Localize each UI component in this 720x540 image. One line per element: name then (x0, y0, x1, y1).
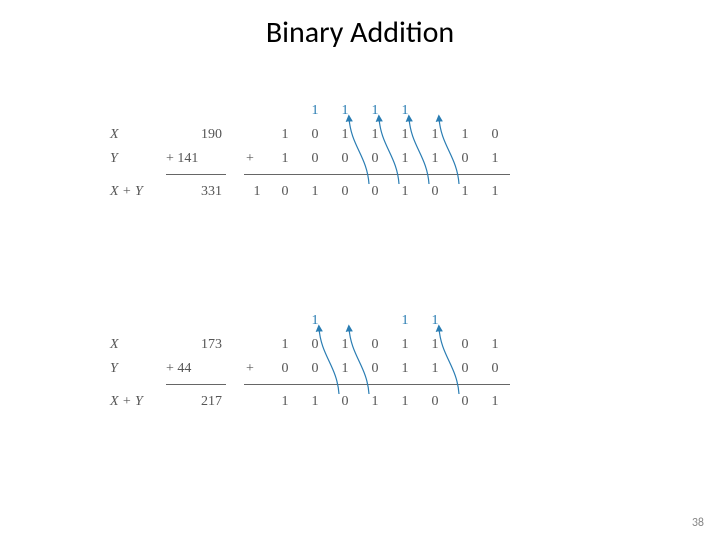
bit: 0 (330, 181, 360, 203)
rule-decimal (166, 174, 226, 175)
bit: 0 (360, 358, 390, 380)
bit: 1 (450, 124, 480, 146)
bit: 1 (244, 181, 270, 203)
bit: 0 (450, 148, 480, 170)
bit: 1 (390, 148, 420, 170)
rule-bits (244, 174, 510, 175)
bit: 1 (270, 391, 300, 413)
bit: 1 (390, 124, 420, 146)
decimal-y: + 44 (166, 358, 226, 380)
carry-cell: 1 (390, 100, 420, 122)
bit: 1 (360, 124, 390, 146)
decimal-sum: 331 (166, 181, 226, 203)
row-label-x: X (110, 124, 166, 146)
bit: 1 (330, 124, 360, 146)
bit: 1 (330, 358, 360, 380)
example-2: 1 1 1 X 173 1 0 1 0 1 1 0 1 Y + 44 + 0 0… (110, 310, 620, 413)
bit-plus: + (244, 148, 270, 170)
carry-cell (450, 100, 480, 122)
bit: 0 (300, 334, 330, 356)
bit: 0 (480, 124, 510, 146)
bit: 1 (270, 148, 300, 170)
bit: 1 (480, 391, 510, 413)
carry-cell (244, 100, 270, 122)
bit: 1 (390, 391, 420, 413)
decimal-y: + 141 (166, 148, 226, 170)
carry-cell (480, 100, 510, 122)
page-title: Binary Addition (0, 14, 720, 51)
bit: 0 (330, 148, 360, 170)
decimal-x: 173 (166, 334, 226, 356)
carry-cell: 1 (390, 310, 420, 332)
example-1: 1 1 1 1 X 190 1 0 1 1 1 1 1 0 Y + 141 + … (110, 100, 620, 203)
example-1-grid: 1 1 1 1 X 190 1 0 1 1 1 1 1 0 Y + 141 + … (110, 100, 620, 203)
bit: 1 (390, 358, 420, 380)
row-label-x: X (110, 334, 166, 356)
bit: 1 (420, 148, 450, 170)
bit: 0 (300, 148, 330, 170)
bit: 0 (420, 391, 450, 413)
bit: 0 (300, 358, 330, 380)
bit: 1 (480, 181, 510, 203)
row-label-sum: X + Y (110, 391, 166, 413)
bit: 1 (420, 124, 450, 146)
decimal-sum: 217 (166, 391, 226, 413)
bit: 0 (420, 181, 450, 203)
row-label-sum: X + Y (110, 181, 166, 203)
bit: 0 (360, 148, 390, 170)
bit: 1 (390, 181, 420, 203)
bit: 1 (390, 334, 420, 356)
bit: 0 (480, 358, 510, 380)
carry-cell (420, 100, 450, 122)
page-number: 38 (692, 516, 704, 530)
row-label-y: Y (110, 148, 166, 170)
bit: 1 (360, 391, 390, 413)
carry-cell: 1 (360, 100, 390, 122)
bit: 1 (480, 148, 510, 170)
bit: 0 (330, 391, 360, 413)
bit: 0 (360, 181, 390, 203)
bit: 1 (450, 181, 480, 203)
rule-decimal (166, 384, 226, 385)
rule-bits (244, 384, 510, 385)
carry-cell: 1 (420, 310, 450, 332)
bit: 1 (270, 124, 300, 146)
bit: 1 (270, 334, 300, 356)
row-label-y: Y (110, 358, 166, 380)
bit: 0 (270, 358, 300, 380)
bit-plus (244, 334, 270, 356)
bit: 1 (420, 358, 450, 380)
bit-plus (244, 124, 270, 146)
decimal-x: 190 (166, 124, 226, 146)
bit: 0 (270, 181, 300, 203)
bit: 0 (360, 334, 390, 356)
bit: 1 (300, 391, 330, 413)
bit: 1 (480, 334, 510, 356)
bit: 0 (450, 391, 480, 413)
bit: 1 (300, 181, 330, 203)
bit (244, 391, 270, 413)
bit-plus: + (244, 358, 270, 380)
bit: 0 (300, 124, 330, 146)
bit: 1 (330, 334, 360, 356)
carry-cell: 1 (300, 100, 330, 122)
bit: 0 (450, 358, 480, 380)
bit: 0 (450, 334, 480, 356)
carry-cell: 1 (300, 310, 330, 332)
example-2-grid: 1 1 1 X 173 1 0 1 0 1 1 0 1 Y + 44 + 0 0… (110, 310, 620, 413)
bit: 1 (420, 334, 450, 356)
carry-cell (270, 100, 300, 122)
carry-cell: 1 (330, 100, 360, 122)
